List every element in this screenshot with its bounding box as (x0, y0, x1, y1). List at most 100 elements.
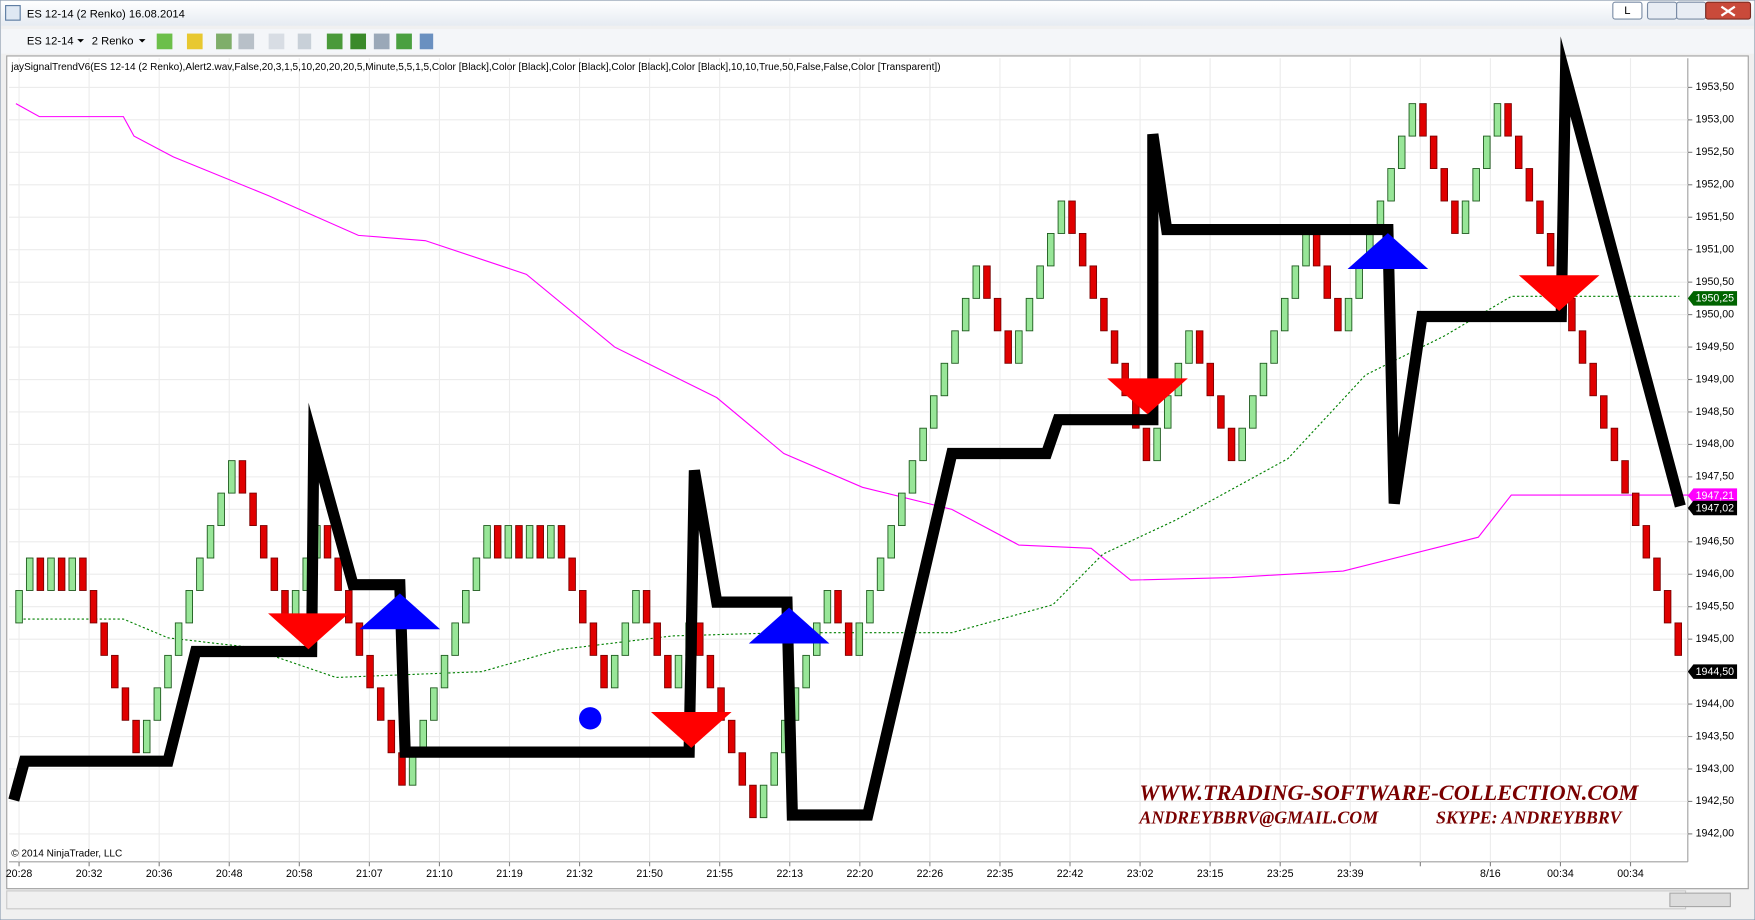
chart-style-icon[interactable] (156, 33, 173, 50)
sell-arrow (1518, 275, 1600, 312)
up-brick (770, 752, 778, 786)
down-brick (568, 557, 576, 591)
scroll-thumb[interactable] (1669, 892, 1731, 908)
instrument-selector[interactable]: ES 12-14 (27, 35, 74, 47)
close-icon (1720, 5, 1736, 17)
up-brick (972, 265, 981, 299)
down-brick (1110, 330, 1119, 364)
up-brick (887, 525, 895, 559)
up-brick (525, 525, 534, 559)
maximize-button[interactable] (1676, 1, 1707, 20)
x-tick-label: 00:34 (1617, 868, 1644, 880)
watermark-url: WWW.TRADING-SOFTWARE-COLLECTION.COM (1139, 780, 1639, 805)
up-brick (547, 525, 555, 559)
down-brick (111, 654, 119, 689)
down-brick (993, 297, 1002, 332)
down-brick (1653, 557, 1661, 591)
sell-arrow (650, 712, 732, 748)
draw-icon[interactable] (186, 33, 203, 50)
down-brick (355, 622, 364, 656)
data-box-icon[interactable] (297, 33, 312, 50)
down-brick (1004, 330, 1012, 364)
price-tag-label: 1947,02 (1696, 502, 1734, 514)
up-brick (1397, 135, 1406, 169)
down-brick (1451, 200, 1459, 234)
up-brick (1291, 265, 1300, 299)
down-brick (79, 557, 87, 591)
watermark-email: ANDREYBBRV@GMAIL.COM (1138, 807, 1379, 827)
up-brick (1355, 265, 1363, 299)
up-brick (823, 590, 832, 624)
x-tick-label: 22:42 (1057, 868, 1084, 880)
y-tick-label: 1944,00 (1696, 698, 1734, 710)
indicator-line (15, 103, 1689, 581)
indicator-line (8, 36, 1686, 821)
image-icon[interactable] (373, 33, 390, 50)
app-icon (5, 5, 21, 21)
up-brick (1493, 103, 1502, 137)
up-brick (898, 492, 906, 527)
zoom-out-icon[interactable] (238, 33, 255, 50)
down-brick (1514, 135, 1523, 169)
down-brick (345, 590, 353, 624)
properties-icon[interactable] (419, 33, 434, 50)
minimize-button[interactable] (1646, 1, 1678, 20)
x-tick-label: 21:55 (706, 868, 733, 880)
y-tick-label: 1949,00 (1696, 373, 1734, 385)
down-brick (1142, 427, 1151, 462)
up-brick (25, 557, 34, 591)
y-tick-label: 1945,50 (1696, 601, 1734, 613)
x-tick-label: 22:26 (917, 868, 944, 880)
up-brick (451, 622, 459, 656)
watermark-skype: SKYPE: ANDREYBBRV (1436, 807, 1623, 827)
chart-trader-icon[interactable] (396, 33, 412, 50)
down-brick (1546, 233, 1555, 267)
y-tick-label: 1946,00 (1696, 568, 1734, 580)
up-brick (940, 362, 949, 397)
y-tick-label: 1946,50 (1696, 536, 1734, 548)
x-tick-label: 20:28 (6, 868, 33, 880)
signal-dot (579, 707, 602, 730)
down-brick (727, 719, 736, 754)
sell-arrow (1107, 378, 1188, 415)
x-tick-label: 20:36 (146, 868, 173, 880)
down-brick (1334, 297, 1342, 332)
down-brick (1674, 622, 1682, 656)
down-brick (1589, 362, 1597, 397)
period-selector[interactable]: 2 Renko (92, 35, 134, 47)
down-brick (1600, 395, 1608, 429)
plot-area: 1942,00 1942,50 1943,00 1943,50 1944,00 1944,… (6, 36, 1738, 880)
up-brick (217, 492, 225, 527)
up-brick (483, 525, 491, 559)
toolbar-icons[interactable] (156, 33, 434, 50)
up-brick (164, 654, 172, 689)
horizontal-scrollbar[interactable] (6, 890, 1687, 910)
strategies-icon[interactable] (350, 33, 367, 50)
down-brick (1642, 525, 1651, 559)
price-tag (1687, 291, 1738, 306)
link-button-label[interactable]: L (1624, 5, 1630, 17)
up-brick (1461, 200, 1470, 234)
up-brick (1387, 168, 1395, 202)
down-brick (100, 622, 108, 656)
down-brick (696, 622, 704, 656)
y-tick-label: 1943,00 (1696, 763, 1734, 775)
link-button[interactable] (1612, 1, 1643, 20)
down-brick (238, 460, 247, 494)
cursor-icon[interactable] (268, 33, 285, 50)
zoom-in-icon[interactable] (216, 33, 232, 50)
dropdown-arrow (77, 39, 84, 43)
down-brick (557, 525, 566, 559)
down-brick (1429, 135, 1438, 169)
y-tick-label: 1950,50 (1696, 276, 1734, 288)
indicators-icon[interactable] (326, 33, 343, 50)
down-brick (1068, 200, 1076, 234)
down-brick (1663, 590, 1672, 624)
down-brick (536, 525, 544, 559)
up-brick (47, 557, 55, 591)
down-brick (515, 525, 523, 559)
up-brick (674, 654, 683, 689)
up-brick (1057, 200, 1066, 234)
x-tick-label: 22:13 (776, 868, 803, 880)
y-tick-label: 1945,00 (1696, 633, 1734, 645)
